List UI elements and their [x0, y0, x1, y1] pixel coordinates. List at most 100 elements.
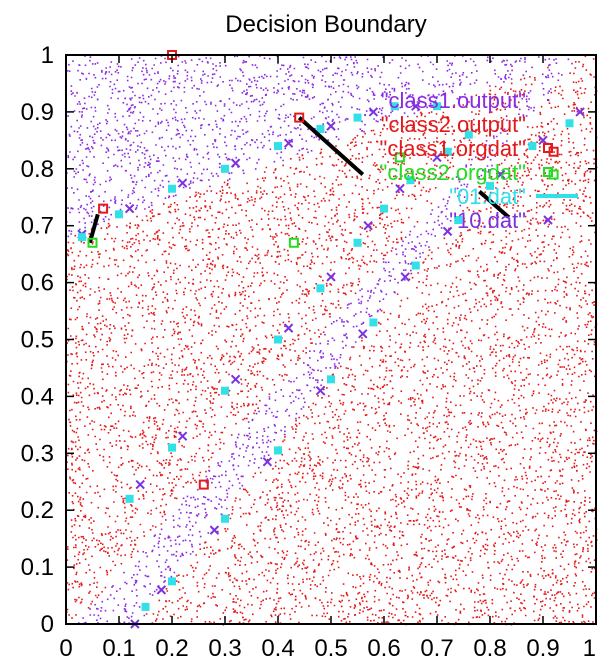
boundary-01-point: [316, 284, 325, 293]
boundary-01-point: [406, 176, 415, 185]
y-tick-label: 0.5: [21, 327, 54, 354]
boundary-10-point: [124, 203, 135, 214]
x-tick-label: 0.6: [367, 635, 400, 662]
class1-orgdat-marker: [98, 203, 109, 214]
y-tick-label: 0.6: [21, 270, 54, 297]
legend-label: "class2.output": [381, 112, 526, 137]
x-tick-label: 0.1: [102, 635, 135, 662]
boundary-01-point: [125, 494, 134, 503]
legend-label: "class2.orgdat": [380, 160, 526, 185]
boundary-10-point: [262, 457, 273, 467]
y-tick-label: 0.3: [21, 440, 54, 467]
boundary-10-point: [363, 220, 373, 231]
class1-orgdat-marker: [294, 112, 305, 123]
boundary-01-point: [316, 124, 325, 133]
boundary-segment: [297, 116, 365, 176]
boundary-01-point: [77, 233, 86, 242]
legend-sample: [543, 167, 553, 177]
boundary-01-point: [380, 204, 388, 213]
legend-label: "class1.orgdat": [380, 136, 526, 161]
boundary-10-point: [368, 107, 379, 117]
x-tick-label: 0.7: [420, 635, 453, 662]
legend-sample: [547, 123, 549, 125]
boundary-01-point: [565, 119, 574, 128]
boundary-10-point: [326, 272, 336, 282]
boundary-01-point: [454, 216, 463, 225]
boundary-01-point: [221, 386, 229, 395]
boundary-10-point: [432, 152, 442, 163]
boundary-01-point: [141, 602, 150, 611]
class1-orgdat-marker: [198, 479, 209, 490]
boundary-01-point: [221, 164, 229, 173]
boundary-10-point: [156, 585, 167, 595]
boundary-10-point: [230, 374, 241, 385]
class2-orgdat-marker: [288, 237, 299, 248]
boundary-10-point: [177, 178, 188, 188]
x-tick-label: 0.3: [208, 635, 241, 662]
x-tick-label: 0.2: [155, 635, 188, 662]
legend-sample: [543, 215, 553, 225]
boundary-10-point: [177, 431, 188, 441]
x-tick-label: 0.5: [314, 635, 347, 662]
x-tick-label: 0: [59, 635, 72, 662]
y-tick-label: 0.2: [21, 497, 54, 524]
boundary-10-point: [209, 525, 220, 535]
boundary-01-point: [390, 102, 399, 111]
boundary-10-point: [326, 121, 336, 131]
boundary-01-point: [274, 446, 282, 455]
x-tick-label: 0.8: [473, 635, 506, 662]
y-tick-label: 0.8: [21, 156, 54, 183]
tick-layer: 0 0.1 0.2 0.3 0.4 0.5 0.6 0.7 0.8 0.9 1 0 0.1 0.2 0.3 0…: [21, 42, 597, 662]
boundary-layer: [77, 101, 585, 629]
class2-orgdat-marker: [87, 237, 98, 248]
boundary-01-point: [274, 142, 282, 151]
boundary-01-point: [327, 375, 335, 384]
boundary-01-point: [168, 184, 176, 193]
boundary-01-point: [528, 142, 537, 151]
boundary-10-point: [358, 329, 368, 339]
y-tick-label: 0.7: [21, 213, 54, 240]
boundary-10-point: [575, 107, 585, 117]
boundary-01-point: [168, 443, 176, 452]
x-tick-label: 1: [583, 635, 596, 662]
legend-label: "class1.output": [381, 88, 526, 113]
boundary-01-point: [168, 577, 176, 586]
boundary-01-point: [115, 210, 123, 219]
boundary-10-point: [283, 138, 294, 148]
boundary-01-point: [353, 113, 362, 122]
boundary-segment: [478, 190, 510, 219]
boundary-10-point: [283, 323, 294, 333]
boundary-01-point: [433, 102, 441, 111]
boundary-01-point: [353, 238, 362, 247]
class2-orgdat-marker: [394, 152, 405, 163]
y-tick-label: 0.9: [21, 99, 54, 126]
chart-title: Decision Boundary: [225, 11, 426, 38]
x-tick-label: 0.4: [261, 635, 294, 662]
boundary-10-point: [442, 226, 453, 237]
boundary-01-point: [221, 514, 229, 523]
boundary-01-point: [369, 318, 378, 327]
class2-orgdat-marker: [548, 169, 559, 180]
boundary-01-point: [464, 130, 473, 139]
boundary-10-point: [315, 386, 326, 396]
x-tick-label: 0.9: [526, 635, 559, 662]
legend-sample: [543, 143, 553, 153]
boundary-01-point: [411, 261, 420, 270]
boundary-10-point: [135, 479, 145, 490]
legend-label: "10.dat": [449, 208, 526, 233]
boundary-10-point: [411, 101, 421, 111]
legend-label: "01.dat": [449, 184, 526, 209]
y-tick-label: 0.1: [21, 554, 54, 581]
y-tick-label: 1: [41, 42, 54, 69]
boundary-01-point: [274, 335, 282, 344]
y-tick-label: 0: [41, 611, 54, 638]
legend: "class1.output""class2.output""class1.or…: [380, 88, 578, 233]
boundary-01-point: [443, 147, 452, 156]
boundary-10-point: [230, 158, 241, 168]
y-tick-label: 0.4: [21, 383, 54, 410]
boundary-10-point: [395, 184, 405, 194]
boundary-10-point: [495, 169, 506, 180]
boundary-01-point: [486, 181, 494, 190]
legend-sample: [547, 99, 549, 101]
